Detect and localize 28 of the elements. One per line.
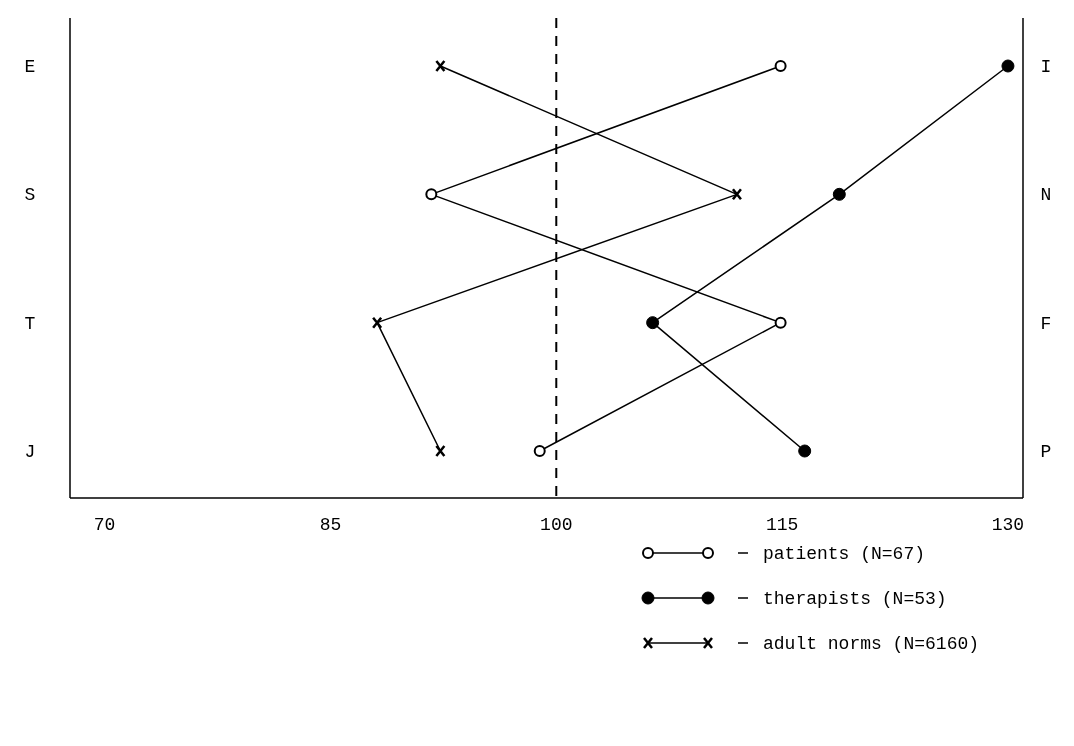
point (1001, 59, 1015, 73)
y-tick-label: S (24, 185, 36, 206)
y2-tick-label: I (1040, 57, 1052, 77)
legend-label: therapists (N=53) (763, 589, 947, 609)
legend-label: adult norms (N=6160) (763, 634, 980, 654)
x-tick-label: 130 (991, 515, 1025, 535)
y2-tick-label: N (1040, 185, 1052, 206)
point (435, 59, 446, 73)
point (371, 316, 383, 329)
y-tick-label: E (24, 57, 36, 77)
x-tick-label: 115 (765, 515, 799, 535)
y-tick-label: J (24, 442, 36, 462)
point (435, 444, 446, 458)
point (774, 60, 787, 72)
x-tick-label: 70 (93, 515, 116, 535)
point (832, 187, 846, 201)
x-tick-label: 85 (319, 515, 342, 535)
point (425, 188, 438, 201)
y-tick-label: T (24, 313, 36, 334)
y2-tick-label: P (1040, 442, 1052, 462)
legend-label: patients (N=67) (763, 544, 926, 564)
point (798, 444, 812, 458)
point (646, 316, 660, 330)
y2-tick-label: F (1040, 313, 1052, 334)
x-tick-label: 100 (540, 515, 573, 535)
point (533, 445, 546, 457)
point (731, 188, 743, 201)
point (774, 316, 787, 329)
